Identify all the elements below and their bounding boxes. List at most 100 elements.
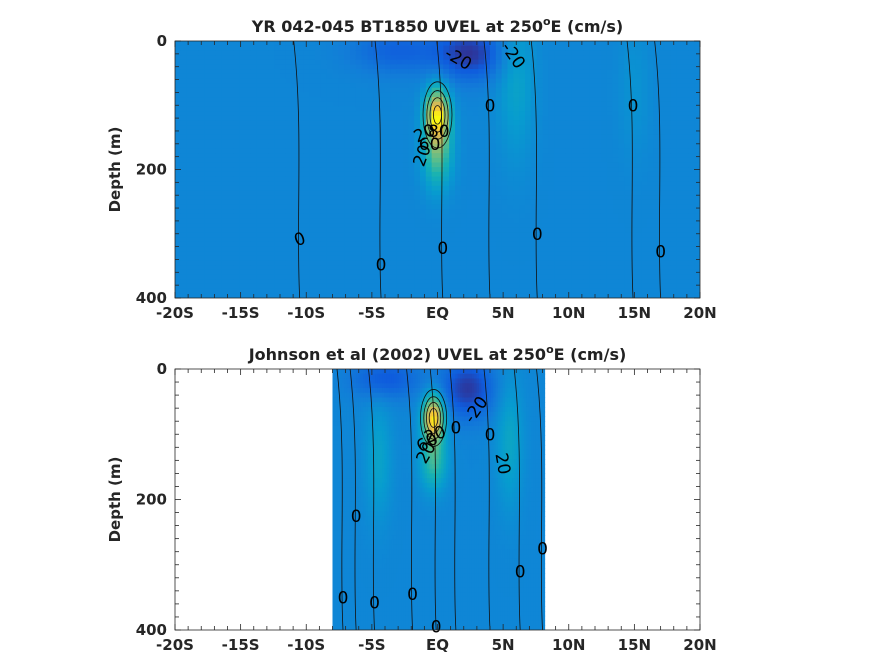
heatmap-cell <box>262 101 269 108</box>
heatmap-cell <box>548 69 555 75</box>
heatmap-cell <box>431 50 439 56</box>
heatmap-cell <box>635 279 643 285</box>
heatmap-cell <box>589 279 596 285</box>
heatmap-cell <box>425 237 433 243</box>
heatmap-cell <box>420 171 427 178</box>
heatmap-cell <box>239 97 246 103</box>
heatmap-cell <box>221 162 229 168</box>
heatmap-cell <box>396 139 404 145</box>
heatmap-cell <box>280 153 287 159</box>
heatmap-cell <box>373 204 380 210</box>
heatmap-cell <box>490 195 497 201</box>
heatmap-cell <box>630 246 637 252</box>
heatmap-cell <box>291 246 299 252</box>
heatmap-cell <box>525 223 532 229</box>
heatmap-cell <box>350 218 357 224</box>
heatmap-cell <box>256 209 264 215</box>
heatmap-cell <box>344 279 351 285</box>
heatmap-cell <box>630 232 637 238</box>
heatmap-cell <box>268 41 275 47</box>
heatmap-cell <box>297 59 304 65</box>
heatmap-cell <box>414 167 421 173</box>
heatmap-cell <box>379 190 386 196</box>
heatmap-cell <box>367 41 374 47</box>
heatmap-cell <box>262 181 269 187</box>
heatmap-cell <box>583 64 590 70</box>
heatmap-cell <box>659 167 666 173</box>
heatmap-cell <box>484 232 491 238</box>
heatmap-cell <box>373 73 380 79</box>
heatmap-cell <box>280 83 287 89</box>
heatmap-cell <box>402 181 409 187</box>
heatmap-cell <box>560 106 567 112</box>
heatmap-cell <box>332 209 339 215</box>
heatmap-cell <box>618 241 625 248</box>
heatmap-cell <box>198 157 205 164</box>
heatmap-cell <box>519 64 526 70</box>
heatmap-cell <box>536 176 544 182</box>
heatmap-cell <box>361 69 369 75</box>
heatmap-cell <box>320 153 328 159</box>
heatmap-cell <box>589 134 596 140</box>
heatmap-cell <box>338 199 345 206</box>
heatmap-cell <box>548 274 555 280</box>
heatmap-cell <box>385 241 392 248</box>
heatmap-cell <box>338 41 345 47</box>
heatmap-cell <box>466 139 474 145</box>
heatmap-cell <box>571 162 579 168</box>
heatmap-cell <box>670 87 678 93</box>
heatmap-cell <box>665 204 672 210</box>
heatmap-cell <box>630 199 637 206</box>
heatmap-cell <box>390 204 398 210</box>
heatmap-cell <box>175 87 182 93</box>
heatmap-cell <box>554 78 561 84</box>
heatmap-cell <box>274 129 281 136</box>
heatmap-cell <box>472 55 479 61</box>
heatmap-cell <box>431 73 439 79</box>
heatmap-cell <box>256 199 264 206</box>
heatmap-cell <box>571 97 579 103</box>
heatmap-cell <box>367 106 374 112</box>
heatmap-cell <box>379 223 386 229</box>
heatmap-cell <box>379 139 386 145</box>
heatmap-cell <box>542 232 549 238</box>
heatmap-cell <box>262 237 269 243</box>
heatmap-cell <box>595 153 602 159</box>
heatmap-cell <box>215 171 223 178</box>
contour-label: 80 <box>428 122 450 142</box>
heatmap-cell <box>425 288 433 294</box>
heatmap-cell <box>309 227 316 234</box>
heatmap-cell <box>490 199 497 206</box>
heatmap-cell <box>250 185 258 192</box>
heatmap-cell <box>460 125 468 131</box>
heatmap-cell <box>513 111 520 117</box>
heatmap-cell <box>408 279 415 285</box>
heatmap-cell <box>210 120 217 126</box>
heatmap-cell <box>221 115 229 122</box>
heatmap-cell <box>455 87 462 93</box>
heatmap-cell <box>315 265 322 271</box>
heatmap-cell <box>548 185 555 192</box>
heatmap-cell <box>361 265 369 271</box>
heatmap-cell <box>233 288 240 294</box>
heatmap-cell <box>315 111 322 117</box>
heatmap-cell <box>198 199 205 206</box>
heatmap-cell <box>309 251 316 257</box>
heatmap-cell <box>472 199 479 206</box>
heatmap-cell <box>175 237 182 243</box>
heatmap-cell <box>256 143 264 150</box>
heatmap-cell <box>414 288 421 294</box>
heatmap-cell <box>245 157 252 164</box>
heatmap-cell <box>204 213 211 220</box>
heatmap-cell <box>297 260 304 266</box>
heatmap-cell <box>606 69 614 75</box>
heatmap-cell <box>676 148 684 154</box>
heatmap-cell <box>180 227 188 234</box>
heatmap-cell <box>647 237 654 243</box>
heatmap-cell <box>513 199 520 206</box>
heatmap-cell <box>635 148 643 154</box>
heatmap-cell <box>484 204 491 210</box>
heatmap-cell <box>361 195 369 201</box>
heatmap-cell <box>425 120 433 126</box>
heatmap-cell <box>210 181 217 187</box>
